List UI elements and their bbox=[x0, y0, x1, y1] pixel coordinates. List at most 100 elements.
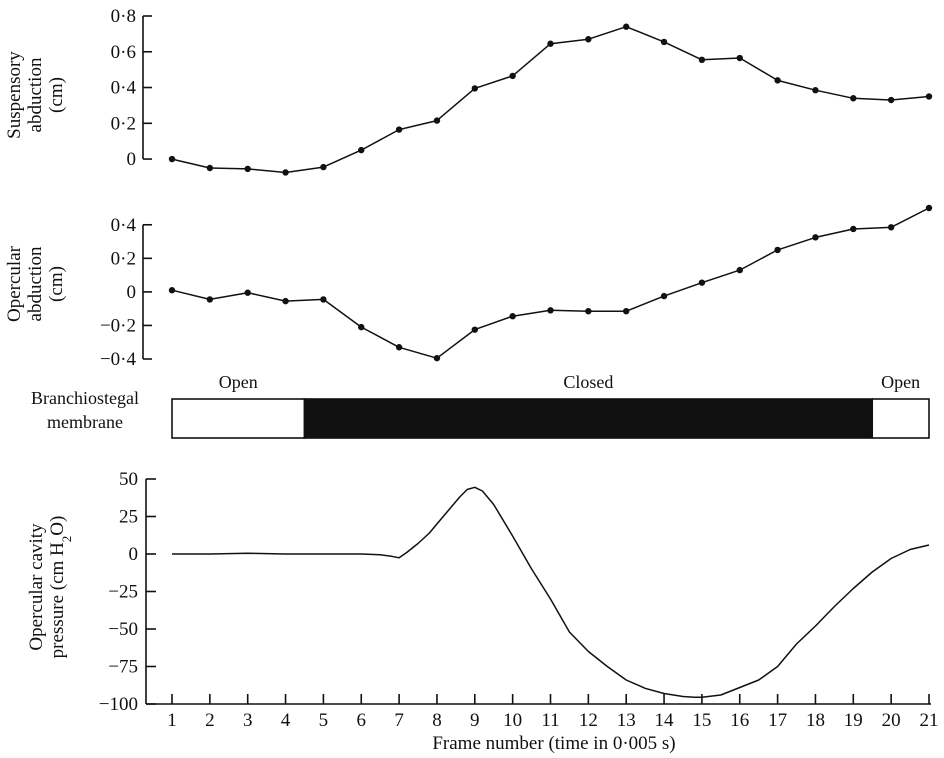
suspensory-data-point bbox=[850, 95, 857, 102]
suspensory-data-point bbox=[698, 56, 706, 64]
x-tick-label: 3 bbox=[243, 710, 253, 731]
pressure-ylabel: Opercular cavity pressure (cm H2O) bbox=[26, 516, 74, 659]
opercular-ylabel-line-2: abduction bbox=[25, 246, 46, 321]
suspensory-data-point bbox=[812, 87, 819, 94]
pressure-ylabel-sub: 2 bbox=[59, 536, 74, 543]
x-tick-label: 10 bbox=[503, 710, 522, 731]
suspensory-y-tick-label: 0·4 bbox=[111, 78, 137, 99]
suspensory-y-tick-label: 0·6 bbox=[111, 42, 136, 63]
x-tick-label: 18 bbox=[806, 710, 825, 731]
opercular-data-point bbox=[433, 354, 441, 362]
x-tick-label: 2 bbox=[205, 710, 215, 731]
suspensory-panel: Suspensory abduction (cm) 0 0·2 0·4 0·6 0·8 bbox=[4, 6, 933, 176]
opercular-data-point bbox=[812, 234, 819, 241]
pressure-y-tick-label: −75 bbox=[108, 657, 138, 678]
suspensory-data-point bbox=[774, 77, 781, 84]
pressure-ylabel-line-2: pressure (cm H2O) bbox=[47, 516, 74, 659]
band-segment-closed bbox=[303, 398, 874, 439]
suspensory-data-point bbox=[395, 126, 403, 133]
opercular-data-point bbox=[698, 279, 706, 286]
opercular-data-point bbox=[585, 307, 592, 315]
opercular-data-point bbox=[509, 313, 516, 320]
band-segment-open bbox=[171, 398, 306, 439]
opercular-ylabel-line-3: (cm) bbox=[46, 266, 67, 302]
x-tick-label: 20 bbox=[882, 710, 901, 731]
suspensory-data-point bbox=[206, 164, 214, 172]
band-segment-open bbox=[871, 398, 930, 439]
opercular-data-point bbox=[774, 246, 781, 254]
pressure-ylabel-line-1: Opercular cavity bbox=[26, 523, 47, 651]
pressure-y-tick-label: −100 bbox=[99, 694, 138, 715]
suspensory-ylabel-line-1: Suspensory bbox=[4, 51, 25, 139]
x-tick-label: 17 bbox=[768, 710, 787, 731]
suspensory-data-point bbox=[282, 169, 289, 176]
pressure-y-tick-label: −25 bbox=[108, 582, 138, 603]
x-tick-label: 19 bbox=[844, 710, 863, 731]
x-tick-label: 9 bbox=[470, 710, 480, 731]
opercular-data-point bbox=[736, 266, 743, 274]
x-tick-label: 8 bbox=[432, 710, 442, 731]
x-tick-label: 5 bbox=[319, 710, 329, 731]
suspensory-ylabel-line-3: (cm) bbox=[46, 77, 67, 113]
suspensory-data-point bbox=[320, 163, 327, 171]
opercular-data-point bbox=[547, 307, 554, 314]
opercular-line bbox=[171, 207, 930, 359]
suspensory-ylabel-line-2: abduction bbox=[25, 57, 46, 132]
opercular-data-point bbox=[623, 307, 630, 315]
opercular-y-tick-label: −0·2 bbox=[100, 315, 136, 336]
x-tick-label: 15 bbox=[692, 710, 711, 731]
opercular-data-point bbox=[925, 204, 933, 212]
x-tick-label: 1 bbox=[167, 710, 177, 731]
opercular-data-point bbox=[660, 292, 668, 300]
suspensory-data-point bbox=[168, 155, 176, 163]
suspensory-data-point bbox=[509, 72, 516, 80]
opercular-data-point bbox=[206, 296, 214, 303]
opercular-data-point bbox=[244, 289, 251, 296]
band-state-label: Open bbox=[881, 372, 920, 392]
suspensory-data-point bbox=[547, 40, 554, 47]
pressure-y-tick-label: 25 bbox=[119, 507, 138, 528]
opercular-data-point bbox=[471, 326, 478, 333]
suspensory-data-point bbox=[358, 146, 365, 154]
x-tick-label: 21 bbox=[920, 710, 939, 731]
opercular-y-tick-label: −0·4 bbox=[100, 349, 137, 370]
pressure-y-tick-label: 0 bbox=[129, 544, 139, 565]
band-label-line-1: Branchiostegal bbox=[31, 388, 139, 408]
x-tick-label: 14 bbox=[655, 710, 675, 731]
band-state-label: Open bbox=[219, 372, 258, 392]
opercular-data-point bbox=[320, 296, 327, 303]
opercular-data-point bbox=[168, 287, 176, 294]
suspensory-data-point bbox=[925, 93, 933, 100]
pressure-ylabel-pre: pressure (cm H bbox=[47, 542, 68, 658]
suspensory-y-tick-label: 0·2 bbox=[111, 113, 136, 134]
x-tick-label: 11 bbox=[541, 710, 559, 731]
x-axis-title: Frame number (time in 0·005 s) bbox=[432, 733, 675, 754]
suspensory-data-point bbox=[244, 165, 251, 173]
pressure-y-tick-label: −50 bbox=[108, 619, 138, 640]
opercular-data-point bbox=[887, 224, 895, 231]
x-tick-label: 13 bbox=[617, 710, 636, 731]
suspensory-data-point bbox=[471, 85, 478, 92]
opercular-data-point bbox=[282, 297, 289, 305]
suspensory-data-point bbox=[736, 54, 743, 62]
opercular-data-point bbox=[850, 225, 857, 233]
suspensory-line bbox=[171, 25, 930, 174]
opercular-data-point bbox=[358, 323, 365, 331]
x-tick-label: 12 bbox=[579, 710, 598, 731]
opercular-y-tick-label: 0·2 bbox=[111, 248, 136, 269]
suspensory-data-point bbox=[585, 36, 592, 43]
suspensory-y-tick-label: 0 bbox=[127, 149, 137, 170]
opercular-ylabel-line-1: Opercular bbox=[4, 245, 25, 322]
suspensory-ylabel: Suspensory abduction (cm) bbox=[4, 51, 67, 139]
pressure-y-tick-label: 50 bbox=[119, 469, 138, 490]
opercular-y-tick-label: 0·4 bbox=[111, 215, 137, 236]
opercular-y-tick-label: 0 bbox=[127, 282, 137, 303]
suspensory-data-point bbox=[887, 96, 895, 104]
x-tick-label: 4 bbox=[281, 710, 291, 731]
suspensory-data-point bbox=[660, 38, 668, 46]
opercular-data-point bbox=[395, 344, 403, 351]
suspensory-y-tick-label: 0·8 bbox=[111, 6, 136, 27]
x-tick-label: 16 bbox=[730, 710, 749, 731]
opercular-ylabel: Opercular abduction (cm) bbox=[4, 245, 67, 322]
